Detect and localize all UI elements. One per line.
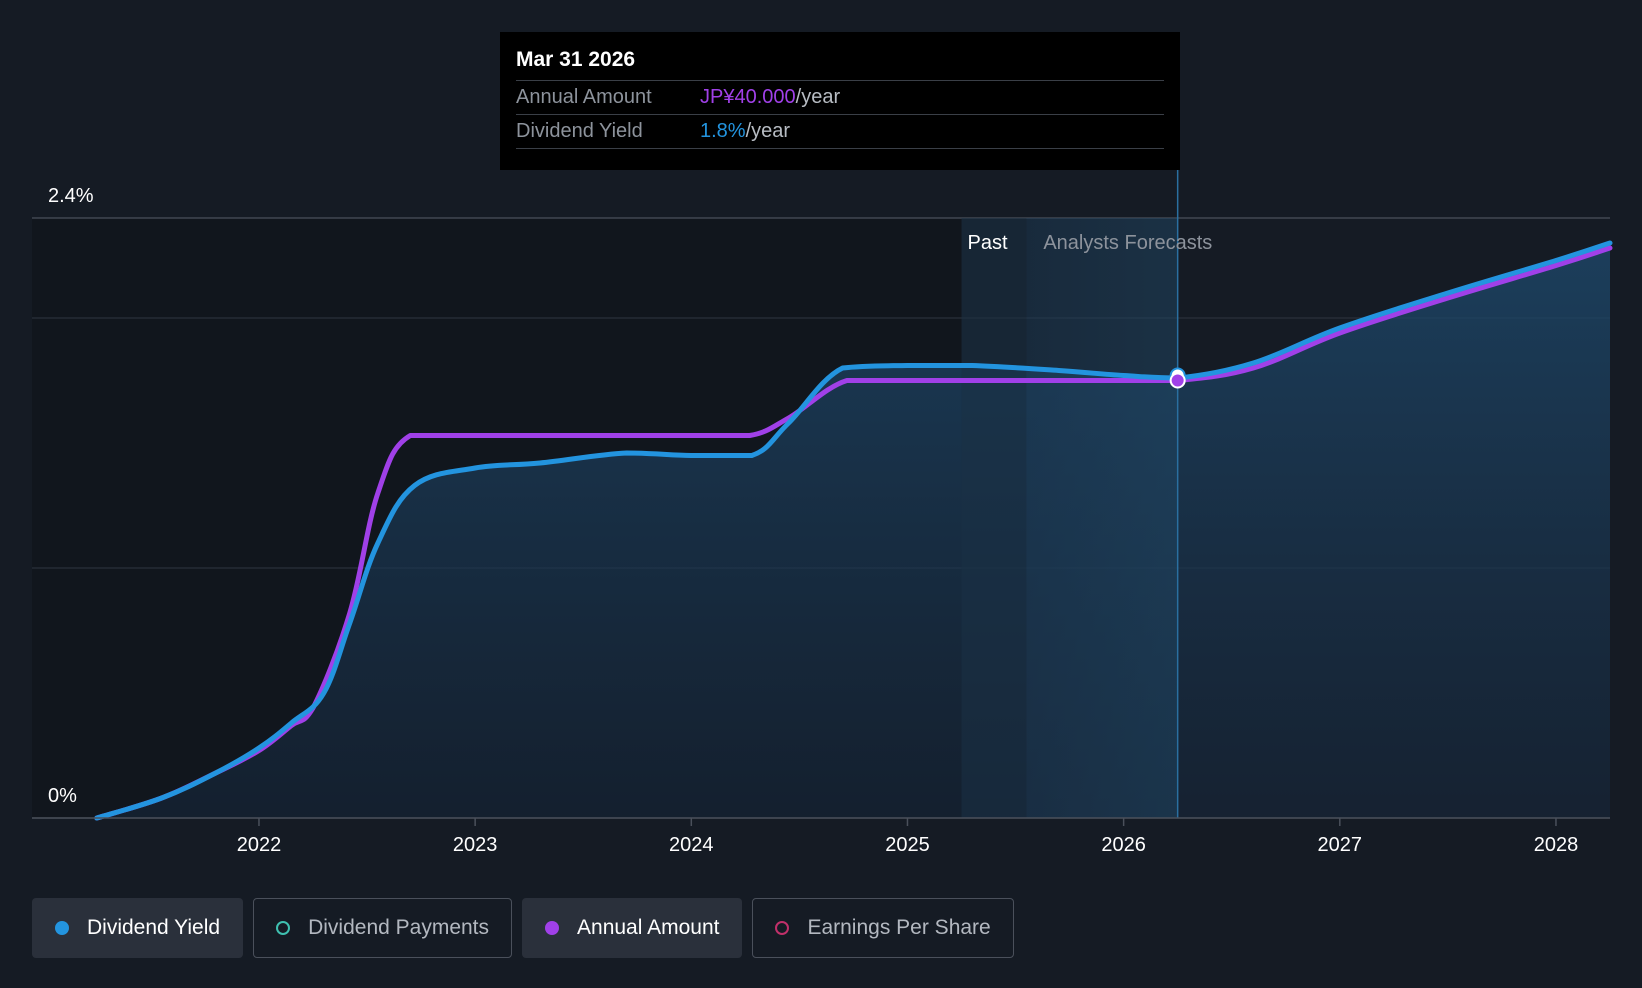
y-tick-label: 2.4% (48, 185, 94, 207)
tooltip-label: Annual Amount (516, 86, 652, 108)
legend-dividend-payments[interactable]: Dividend Payments (253, 898, 513, 958)
annual-amount-line (94, 245, 1613, 821)
annual-amount-highlight-point[interactable] (1169, 372, 1186, 389)
tooltip-date: Mar 31 2026 (516, 46, 1164, 81)
past-band (961, 218, 1027, 818)
forecast-region-label: Analysts Forecasts (1043, 232, 1212, 254)
legend-dividend-yield[interactable]: Dividend Yield (32, 898, 244, 958)
tooltip-suffix: /year (745, 120, 791, 142)
chart-tooltip: Mar 31 2026 Annual Amount JP¥40.000 /yea… (500, 32, 1180, 170)
legend-annual-amount[interactable]: Annual Amount (522, 898, 743, 958)
dividend-yield-line (94, 240, 1613, 821)
y-axis-labels: 2.4% 0% (48, 185, 94, 807)
tooltip-label: Dividend Yield (516, 120, 643, 142)
past-region-label: Past (968, 232, 1008, 254)
x-tick-label: 2023 (453, 834, 498, 856)
tooltip-value: 1.8% (700, 120, 746, 142)
chart-legend: Dividend Yield Dividend Payments Annual … (32, 898, 1024, 958)
x-tick-label: 2026 (1101, 834, 1146, 856)
x-tick-label: 2024 (669, 834, 714, 856)
dividend-yield-dot-icon (55, 921, 69, 935)
annual-amount-dot-icon (545, 921, 560, 935)
legend-earnings-per-share[interactable]: Earnings Per Share (752, 898, 1014, 958)
y-tick-label: 0% (48, 785, 77, 807)
dividend-yield-area (96, 243, 1610, 818)
legend-label: Dividend Yield (87, 916, 221, 939)
legend-label: Earnings Per Share (807, 916, 991, 939)
tooltip-row-annual-amount: Annual Amount JP¥40.000 /year (516, 81, 1164, 115)
legend-label: Dividend Payments (308, 916, 490, 939)
forecast-band (1026, 218, 1178, 818)
dividend-payments-ring-icon (276, 921, 291, 935)
tooltip-value: JP¥40.000 (700, 86, 796, 108)
x-tick-label: 2027 (1318, 834, 1363, 856)
tooltip-row-dividend-yield: Dividend Yield 1.8% /year (516, 115, 1164, 149)
x-axis-ticks: 2022 2023 2024 2025 2026 2027 2028 (237, 818, 1578, 856)
x-tick-label: 2028 (1534, 834, 1579, 856)
x-tick-label: 2025 (885, 834, 930, 856)
tooltip-suffix: /year (795, 86, 841, 108)
legend-label: Annual Amount (577, 916, 720, 939)
x-tick-label: 2022 (237, 834, 282, 856)
earnings-per-share-ring-icon (775, 921, 790, 935)
